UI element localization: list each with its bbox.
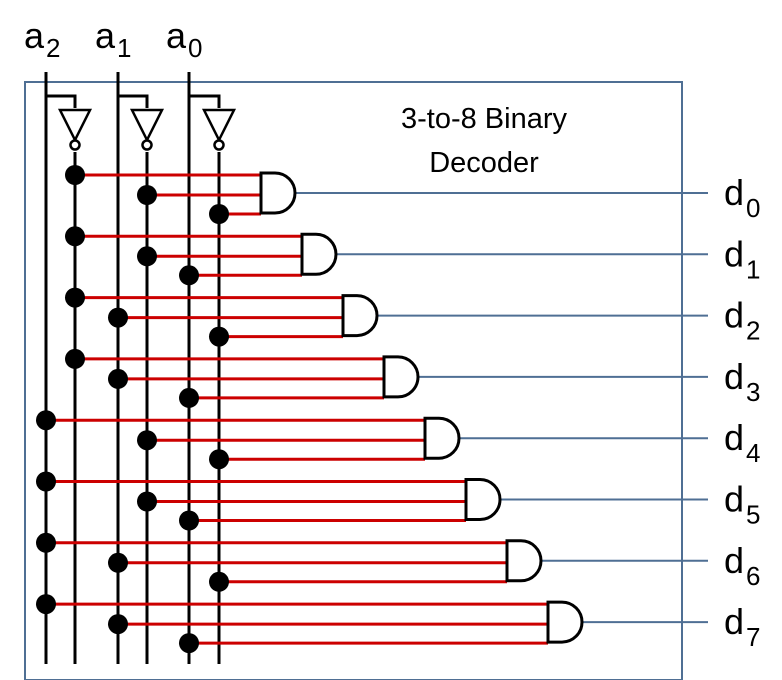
output-lines [295, 192, 708, 624]
junction-dot [179, 510, 199, 531]
output-label-d1: d1 [724, 233, 761, 284]
junction-dot [108, 614, 128, 635]
inverter-feed [46, 94, 77, 108]
inverter-triangle [57, 108, 93, 143]
output-labels: d0 d1 d2 d3 d4 d5 d6 d7 [724, 172, 761, 652]
inverter-bubble [141, 139, 153, 151]
inverter-bubble [213, 139, 225, 151]
junction-dot [137, 185, 157, 205]
junction-dot [36, 471, 56, 492]
output-label-d3: d3 [724, 356, 761, 407]
junction-dot [65, 226, 85, 247]
output-label-d6: d6 [724, 540, 761, 591]
junction-dot [209, 204, 229, 224]
junction-dot [209, 326, 229, 347]
input-labels: a2 a1 a0 [24, 15, 203, 63]
output-label-d7: d7 [724, 601, 761, 652]
junction-dot [65, 348, 85, 369]
and-gate-0 [259, 171, 297, 215]
inverters [57, 108, 237, 151]
input-label-a1: a1 [95, 15, 132, 63]
decoder-box [24, 81, 683, 680]
junction-dot [137, 491, 157, 512]
inverter-triangle [201, 108, 237, 143]
junction-dots [36, 165, 229, 654]
inverter-feed [189, 94, 221, 108]
junction-dot [65, 165, 85, 185]
inverter-triangle [129, 108, 165, 143]
input-label-a2: a2 [24, 15, 61, 63]
output-label-d5: d5 [724, 479, 761, 530]
and-gate-7 [546, 600, 584, 644]
and-gates [259, 171, 584, 644]
junction-dot [137, 430, 157, 451]
junction-dot [137, 246, 157, 267]
and-gate-5 [464, 478, 502, 521]
junction-dot [108, 307, 128, 328]
junction-dot [108, 368, 128, 389]
junction-dot [179, 387, 199, 408]
junction-dot [209, 449, 229, 470]
decoder-title-line1: 3-to-8 Binary [401, 103, 568, 135]
and-gate-2 [341, 294, 379, 338]
output-label-d0: d0 [724, 172, 761, 223]
junction-dot [36, 594, 56, 615]
junction-dot [209, 571, 229, 592]
decoder-title-line2: Decoder [429, 147, 539, 179]
junction-dot [36, 532, 56, 553]
and-gate-4 [423, 416, 461, 460]
and-gate-3 [382, 355, 420, 399]
output-label-d2: d2 [724, 295, 761, 346]
and-gate-1 [300, 232, 338, 276]
junction-dot [108, 552, 128, 573]
inverter-feed [118, 94, 149, 108]
output-label-d4: d4 [724, 417, 761, 468]
and-gate-6 [505, 539, 543, 583]
gate-input-wires [46, 173, 548, 645]
junction-dot [179, 633, 199, 654]
junction-dot [179, 265, 199, 286]
input-label-a0: a0 [166, 15, 203, 63]
junction-dot [36, 410, 56, 431]
inverter-bubble [69, 139, 81, 151]
junction-dot [65, 287, 85, 308]
